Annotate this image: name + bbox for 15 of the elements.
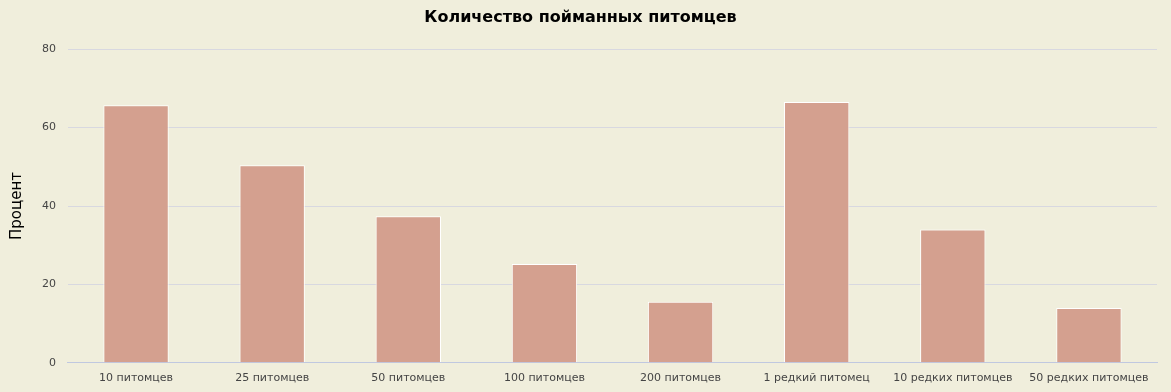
y-tick-label: 80 (42, 42, 56, 56)
y-tick-label: 0 (49, 355, 56, 369)
x-tick-label: 1 редкий питомец (763, 371, 870, 385)
chart-title: Количество пойманных питомцев (424, 6, 737, 26)
y-tick-label: 20 (42, 277, 56, 291)
y-tick-label: 40 (42, 198, 56, 212)
x-tick-label: 10 питомцев (99, 371, 174, 385)
x-tick-label: 10 редких питомцев (893, 371, 1013, 385)
x-tick-label: 50 редких питомцев (1029, 371, 1149, 385)
x-tick-label: 200 питомцев (640, 371, 722, 385)
y-axis-title: Процент (6, 171, 25, 240)
y-tick-label: 60 (42, 120, 56, 134)
x-tick-label: 25 питомцев (235, 371, 310, 385)
x-tick-label: 100 питомцев (503, 371, 585, 385)
x-tick-label: 50 питомцев (371, 371, 446, 385)
